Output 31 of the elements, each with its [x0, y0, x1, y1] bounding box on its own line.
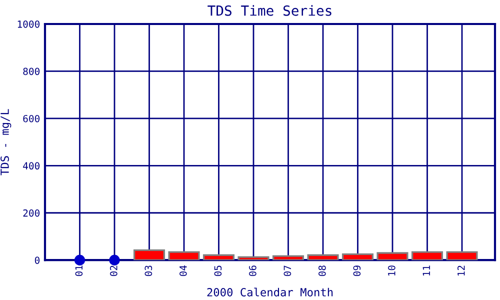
bar [376, 252, 408, 260]
y-tick-label: 200 [23, 209, 40, 217]
x-tick-label: 10 [388, 266, 396, 276]
y-tick-label: 400 [23, 162, 40, 170]
x-tick-label: 09 [353, 266, 361, 276]
y-tick-label: 600 [23, 114, 40, 122]
bar [238, 256, 270, 260]
bar [272, 255, 304, 260]
bar [133, 249, 166, 260]
y-tick-label: 0 [34, 256, 40, 264]
bar [411, 251, 444, 260]
y-tick-label: 1000 [18, 20, 40, 28]
bar [307, 254, 339, 260]
bar [168, 251, 200, 260]
y-axis-title: TDS - mg/L [0, 109, 12, 176]
x-tick-label: 03 [144, 266, 152, 276]
bar [202, 254, 235, 260]
bar [342, 253, 374, 260]
x-tick-label: 05 [214, 266, 222, 276]
bar [446, 251, 478, 260]
x-tick-label: 01 [75, 266, 83, 276]
x-axis-title: 2000 Calendar Month [207, 288, 333, 296]
chart-title: TDS Time Series [208, 5, 332, 16]
x-tick-label: 04 [179, 265, 187, 276]
x-tick-label: 11 [422, 266, 430, 276]
x-tick-label: 12 [457, 266, 465, 276]
x-tick-label: 06 [248, 266, 256, 276]
x-tick-label: 02 [110, 266, 118, 276]
y-tick-label: 800 [23, 68, 40, 76]
x-tick-label: 07 [284, 266, 292, 276]
x-tick-label: 08 [318, 266, 326, 276]
